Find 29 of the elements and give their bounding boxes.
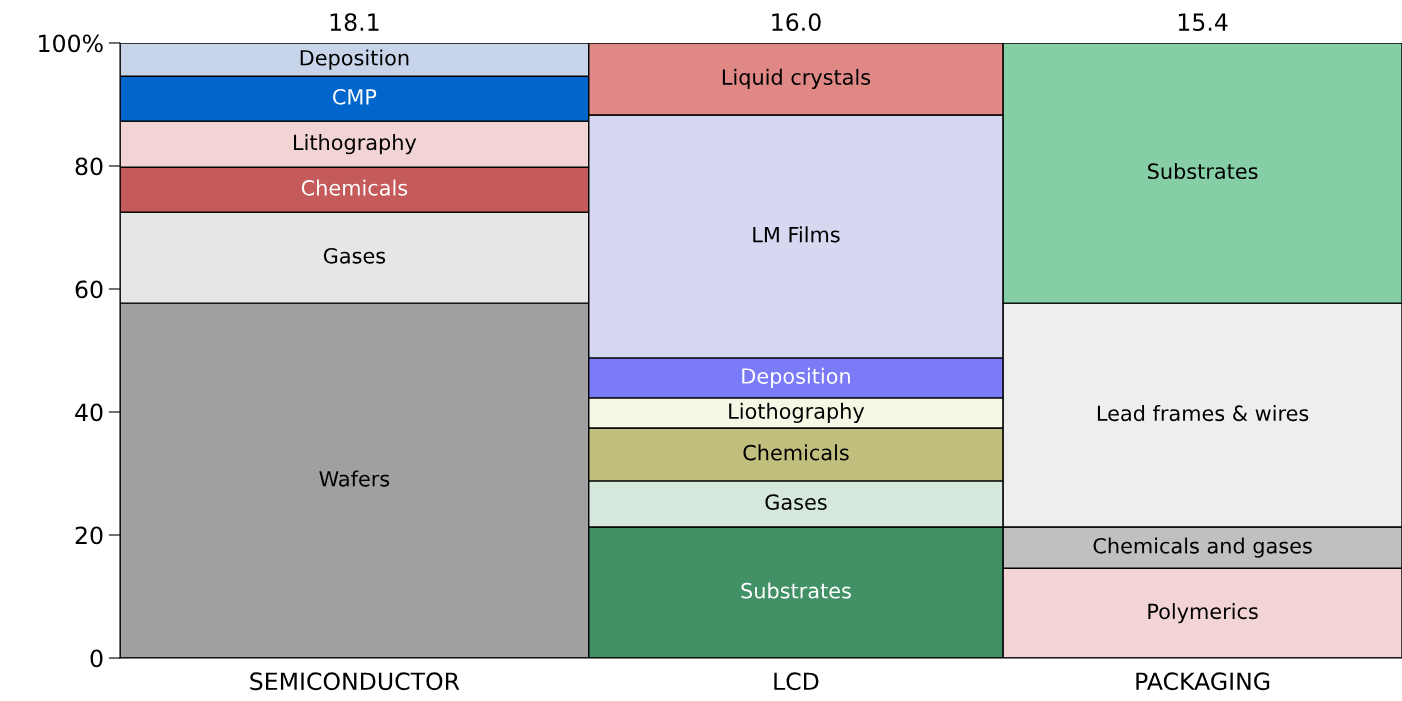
series-label: Chemicals bbox=[301, 179, 408, 196]
series-label: Polymerics bbox=[1148, 603, 1258, 624]
annotation: 18.1 bbox=[330, 13, 379, 32]
series-label: Substrates bbox=[741, 582, 851, 599]
series-label: Liothography bbox=[729, 402, 865, 424]
y-tick-label: 80 bbox=[75, 157, 103, 176]
series-label: Lead frames & wires bbox=[1097, 405, 1309, 422]
y-tick-label: 40 bbox=[75, 403, 103, 422]
series-label: Chemicals bbox=[743, 444, 849, 461]
y-tick-label: 20 bbox=[75, 526, 103, 545]
series-label: Wafers bbox=[319, 470, 390, 487]
annotation: 15.4 bbox=[1178, 13, 1228, 32]
y-tick-label: 60 bbox=[75, 280, 103, 299]
series-label: Substrates bbox=[1148, 162, 1258, 180]
annotation: 16.0 bbox=[772, 13, 821, 32]
series-label: Deposition bbox=[300, 49, 409, 70]
x-tick-label: SEMICONDUCTOR bbox=[250, 672, 460, 691]
series-label: Deposition bbox=[742, 367, 850, 388]
x-tick-label: PACKAGING bbox=[1136, 672, 1270, 691]
series-label: Gases bbox=[765, 494, 827, 510]
series-label: Liquid crystals bbox=[722, 68, 871, 90]
series-label: Gases bbox=[323, 247, 386, 264]
series-label: Lithography bbox=[294, 134, 417, 155]
y-tick-label: 0 bbox=[90, 649, 103, 668]
x-tick-label: LCD bbox=[774, 672, 819, 691]
series-label: Chemicals and gases bbox=[1093, 537, 1312, 558]
y-tick-label: 100% bbox=[39, 34, 103, 53]
series-label: CMP bbox=[333, 88, 377, 105]
series-label: LM Films bbox=[753, 226, 840, 243]
